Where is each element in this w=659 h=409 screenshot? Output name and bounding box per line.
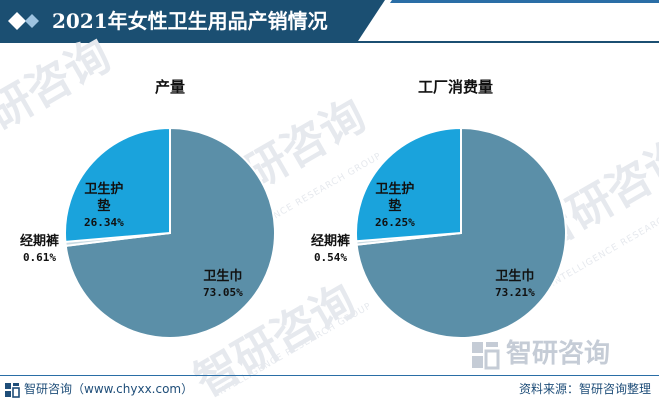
- slice-value: 73.21%: [495, 286, 535, 299]
- header-bar: 2021年女性卫生用品产销情况: [0, 0, 659, 41]
- header-divider: [0, 41, 659, 43]
- slice-label-liner: 卫生护 垫 26.25%: [375, 181, 415, 230]
- slice-name: 经期裤: [311, 234, 351, 249]
- slice-name: 卫生巾: [203, 269, 243, 284]
- chart-title-production: 产量: [155, 78, 186, 96]
- pie-slice-liner-consumption: [355, 126, 462, 243]
- brand-watermark: 智研咨询: [470, 336, 610, 372]
- slice-name: 卫生护: [84, 182, 124, 197]
- page-title: 2021年女性卫生用品产销情况: [52, 9, 328, 33]
- header-background: [0, 0, 659, 41]
- slice-name: 经期裤: [20, 234, 60, 249]
- slice-name: 卫生巾: [495, 269, 535, 284]
- slice-value: 0.54%: [313, 251, 348, 264]
- slice-label-pad: 卫生巾 73.05%: [203, 268, 243, 300]
- footer-left-text: 智研咨询（www.chyxx.com）: [24, 382, 194, 396]
- diamond-decoration-icon: [8, 12, 39, 30]
- zhiyan-logo-icon: [472, 341, 500, 369]
- slice-name: 垫: [97, 199, 111, 214]
- slice-value: 73.05%: [203, 286, 243, 299]
- slice-label-period-pants: 经期裤 0.61%: [20, 233, 59, 265]
- slice-value: 26.25%: [375, 216, 415, 229]
- zhiyan-logo-icon: [5, 382, 20, 398]
- footer-data-source: 资料来源：智研咨询整理: [518, 382, 651, 396]
- slice-label-liner: 卫生护 垫 26.34%: [84, 181, 124, 230]
- footer-divider: [0, 375, 659, 376]
- slice-name: 垫: [388, 199, 402, 214]
- slice-label-pad: 卫生巾 73.21%: [495, 268, 535, 300]
- slice-value: 0.61%: [22, 251, 57, 264]
- slice-name: 卫生护: [375, 182, 415, 197]
- brand-watermark-text: 智研咨询: [506, 339, 611, 369]
- footer-source-site: 智研咨询（www.chyxx.com）: [0, 379, 193, 399]
- pie-slice-liner-production: [64, 126, 171, 243]
- slice-label-period-pants: 经期裤 0.54%: [311, 233, 350, 265]
- chart-title-factory-consumption: 工厂消费量: [418, 78, 494, 96]
- slice-value: 26.34%: [84, 216, 124, 229]
